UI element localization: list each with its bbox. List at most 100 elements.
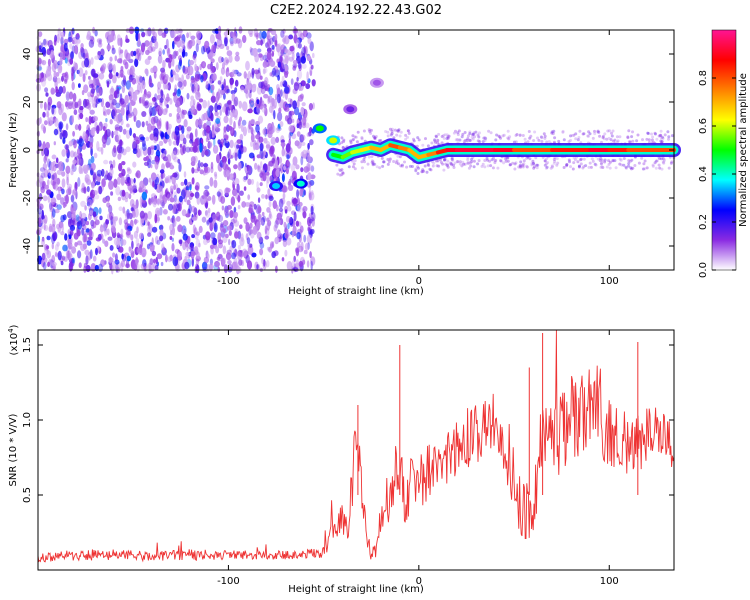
halo-speckle (468, 160, 472, 164)
halo-speckle (506, 136, 510, 140)
snr-series-line (37, 329, 675, 563)
halo-speckle (603, 158, 607, 162)
noise-speckle (259, 75, 263, 80)
noise-speckle (150, 172, 157, 181)
noise-speckle (225, 84, 230, 95)
halo-speckle (387, 160, 391, 164)
noise-speckle (88, 75, 91, 80)
noise-speckle (236, 183, 240, 194)
noise-speckle (55, 72, 60, 77)
noise-speckle (75, 42, 79, 47)
halo-speckle (472, 159, 476, 163)
noise-speckle (65, 165, 71, 174)
noise-speckle (61, 178, 66, 189)
noise-speckle (178, 55, 182, 61)
halo-speckle (406, 129, 410, 133)
halo-speckle (616, 139, 620, 143)
halo-speckle (550, 130, 554, 134)
noise-speckle (234, 27, 237, 36)
noise-speckle (109, 119, 113, 125)
halo-speckle (427, 164, 431, 167)
noise-speckle (52, 218, 56, 227)
noise-speckle (253, 69, 260, 75)
noise-speckle (65, 123, 69, 131)
halo-speckle (663, 133, 667, 137)
noise-speckle (309, 191, 315, 201)
noise-speckle (231, 252, 236, 260)
halo-speckle (450, 156, 454, 160)
noise-speckle (154, 41, 159, 49)
noise-speckle (137, 75, 143, 85)
noise-speckle (129, 199, 135, 208)
halo-speckle (497, 134, 501, 138)
noise-speckle (77, 250, 82, 259)
noise-speckle (283, 221, 287, 228)
halo-speckle (531, 161, 535, 165)
noise-speckle (176, 107, 182, 114)
noise-speckle (276, 212, 282, 221)
halo-speckle (452, 166, 456, 169)
halo-speckle (613, 138, 617, 142)
noise-speckle (293, 197, 297, 207)
halo-speckle (466, 161, 470, 165)
halo-speckle (651, 163, 655, 167)
halo-speckle (670, 160, 674, 164)
noise-speckle (267, 219, 272, 227)
noise-speckle (118, 140, 124, 147)
noise-speckle (205, 137, 209, 143)
halo-speckle (577, 165, 581, 169)
noise-speckle (61, 223, 64, 233)
noise-speckle (139, 147, 143, 157)
noise-speckle (250, 133, 255, 143)
noise-speckle (252, 142, 256, 151)
halo-speckle (403, 160, 406, 164)
noise-speckle (286, 261, 293, 271)
noise-speckle (215, 62, 219, 71)
noise-speckle (141, 121, 145, 128)
noise-speckle (119, 69, 124, 74)
noise-speckle (160, 132, 164, 140)
noise-speckle (171, 69, 175, 76)
halo-speckle (511, 161, 515, 165)
noise-speckle (140, 198, 144, 205)
noise-speckle (53, 172, 58, 183)
noise-speckle (282, 192, 286, 200)
noise-speckle (52, 165, 57, 172)
halo-speckle (478, 131, 481, 135)
halo-speckle (377, 139, 381, 143)
noise-speckle (86, 34, 91, 41)
halo-speckle (355, 140, 359, 144)
noise-speckle (131, 77, 137, 85)
noise-speckle (66, 250, 72, 259)
halo-speckle (354, 135, 358, 139)
noise-speckle (142, 259, 147, 268)
noise-speckle (186, 92, 190, 100)
noise-speckle (234, 261, 239, 270)
noise-speckle (210, 66, 215, 74)
halo-speckle (658, 166, 662, 170)
noise-speckle (220, 138, 225, 144)
noise-speckle (153, 127, 159, 138)
noise-speckle (301, 63, 307, 69)
halo-speckle (577, 136, 581, 139)
noise-speckle (219, 76, 223, 82)
halo-speckle (407, 131, 411, 135)
noise-speckle (148, 198, 152, 206)
noise-speckle (150, 145, 156, 150)
halo-speckle (645, 166, 649, 170)
halo-speckle (442, 168, 446, 172)
noise-speckle (201, 261, 208, 270)
noise-speckle (233, 121, 236, 130)
halo-speckle (464, 138, 468, 142)
noise-speckle (257, 206, 262, 214)
noise-speckle (153, 39, 158, 47)
noise-speckle (281, 37, 287, 43)
halo-speckle (494, 159, 498, 162)
noise-speckle (251, 67, 255, 76)
halo-speckle (443, 157, 447, 161)
noise-speckle (126, 123, 130, 128)
noise-speckle (193, 155, 198, 164)
noise-speckle (60, 36, 64, 46)
noise-speckle (217, 139, 221, 145)
